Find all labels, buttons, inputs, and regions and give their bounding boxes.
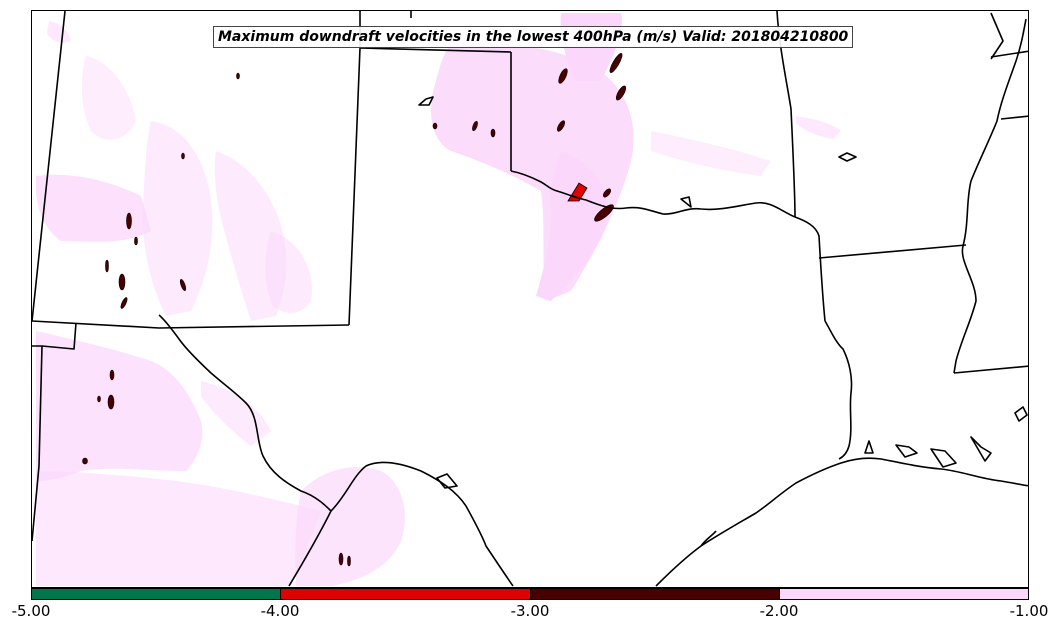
map-canvas [32,11,1028,587]
dark-red-downdraft-cells [82,53,627,567]
map-panel: Maximum downdraft velocities in the lowe… [31,10,1029,588]
colorbar [31,588,1029,600]
colorbar-segment [32,589,281,599]
colorbar-segment [529,589,779,599]
colorbar-tick-label: -4.00 [260,602,300,620]
colorbar-segment [280,589,530,599]
map-title: Maximum downdraft velocities in the lowe… [213,26,854,48]
colorbar-tick-label: -3.00 [510,602,550,620]
colorbar-tick-label: -1.00 [1009,602,1049,620]
colorbar-tick-label: -2.00 [759,602,799,620]
state-boundaries [32,11,1028,587]
light-downdraft-areas [36,13,841,586]
colorbar-segment [778,589,1028,599]
colorbar-tick-label: -5.00 [11,602,51,620]
